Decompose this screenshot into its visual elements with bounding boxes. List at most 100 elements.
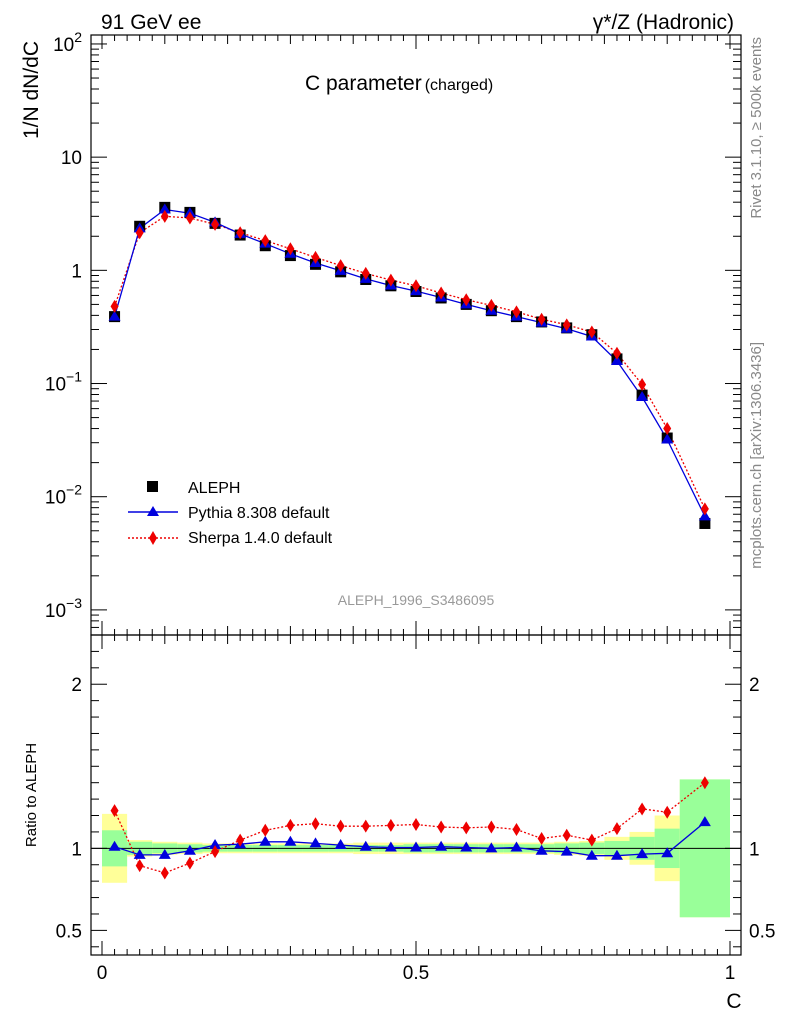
legend-entry-pythia: Pythia 8.308 default: [128, 505, 330, 522]
sherpa-ratio-point: [587, 833, 596, 847]
legend-label-aleph: ALEPH: [188, 480, 240, 497]
sherpa-point: [185, 211, 194, 225]
sherpa-ratio-point: [361, 819, 370, 833]
pythia-ratio-point: [209, 839, 222, 850]
sherpa-point: [261, 234, 270, 248]
header-channel-label: γ*/Z (Hadronic): [593, 11, 734, 34]
pythia-ratio-point: [108, 840, 121, 851]
legend-entry-sherpa: Sherpa 1.4.0 default: [128, 530, 333, 547]
y-tick-label: 10−2: [45, 482, 82, 509]
sherpa-ratio-point: [537, 831, 546, 845]
sherpa-ratio-point: [412, 818, 420, 832]
header-process-label: 91 GeV ee: [101, 11, 201, 34]
sherpa-point: [663, 422, 672, 436]
legend: ALEPH Pythia 8.308 default Sherpa 1.4.0 …: [128, 480, 333, 547]
pythia-ratio-point: [661, 847, 674, 858]
sherpa-point: [700, 502, 709, 516]
sherpa-point: [211, 217, 220, 231]
sherpa-point: [236, 226, 245, 240]
analysis-id-label: ALEPH_1996_S3486095: [338, 592, 495, 608]
sherpa-ratio-point: [261, 823, 270, 837]
sherpa-ratio-line: [114, 782, 706, 874]
pythia-ratio-point: [510, 841, 523, 852]
pythia-ratio-point: [133, 848, 146, 859]
sherpa-point: [311, 250, 320, 264]
pythia-ratio-point: [585, 849, 598, 860]
pythia-point: [158, 203, 171, 214]
sherpa-ratio-point: [160, 866, 169, 880]
y-tick-label: 1: [71, 261, 82, 282]
aleph-point: [699, 517, 711, 529]
pythia-ratio-point: [698, 816, 711, 827]
sherpa-point: [412, 279, 420, 293]
sherpa-point: [462, 293, 471, 307]
sherpa-ratio-point: [437, 820, 446, 834]
sherpa-point: [512, 305, 521, 319]
sherpa-point: [638, 378, 647, 392]
pythia-ratio-point: [284, 835, 297, 846]
x-tick-label: 0: [97, 963, 108, 984]
sherpa-point: [361, 266, 370, 280]
sherpa-point: [437, 286, 446, 300]
sherpa-ratio-point: [512, 822, 521, 836]
sherpa-point: [562, 318, 571, 332]
pythia-ratio-point: [435, 840, 448, 851]
pythia-ratio-point: [359, 840, 372, 851]
ratio-y-tick-label-right: 0.5: [749, 921, 775, 942]
sherpa-point: [110, 299, 119, 313]
sherpa-ratio-point: [562, 828, 571, 842]
ratio-y-tick-label-right: 2: [749, 675, 760, 696]
sherpa-point: [612, 346, 621, 360]
sherpa-ratio-point: [185, 856, 194, 870]
ratio-y-tick-label-left: 2: [71, 675, 82, 696]
ratio-plot-marks: [108, 776, 711, 880]
x-tick-label: 0.5: [403, 963, 429, 984]
y-tick-label: 10−3: [45, 595, 82, 622]
x-axis-label: C: [726, 990, 741, 1013]
pythia-ratio-point: [636, 848, 649, 859]
pythia-ratio-point: [410, 841, 422, 852]
legend-label-sherpa: Sherpa 1.4.0 default: [188, 530, 333, 547]
legend-entry-aleph: ALEPH: [147, 480, 240, 497]
sherpa-ratio-point: [700, 776, 709, 790]
pythia-point: [636, 391, 649, 402]
ratio-axis-label: Ratio to ALEPH: [23, 743, 40, 847]
pythia-point: [108, 310, 121, 321]
y-axis-label: 1/N dN/dC: [20, 41, 43, 139]
legend-marker-sherpa: [149, 531, 157, 545]
pythia-ratio-point: [560, 845, 573, 856]
pythia-ratio-point: [384, 841, 397, 852]
pythia-ratio-point: [183, 844, 196, 855]
sherpa-point: [587, 325, 596, 339]
pythia-point: [610, 355, 623, 366]
pythia-ratio-point: [535, 844, 548, 855]
sherpa-ratio-point: [663, 805, 672, 819]
sherpa-ratio-point: [135, 859, 144, 873]
sherpa-ratio-point: [286, 818, 295, 832]
pythia-ratio-point: [485, 842, 498, 853]
pythia-ratio-point: [259, 835, 272, 846]
pythia-ratio-point: [460, 841, 473, 852]
ratio-y-tick-label-right: 1: [749, 839, 760, 860]
sherpa-ratio-point: [110, 804, 119, 818]
sherpa-point: [487, 298, 496, 312]
rivet-version-label: Rivet 3.1.10, ≥ 500k events: [748, 37, 765, 219]
y-tick-label: 10: [61, 148, 82, 169]
pythia-point: [661, 433, 674, 444]
legend-marker-pythia: [147, 506, 159, 516]
legend-marker-aleph: [147, 481, 158, 492]
sherpa-point: [336, 259, 345, 273]
x-tick-label: 1: [725, 963, 736, 984]
sherpa-point: [386, 273, 395, 287]
sherpa-ratio-point: [638, 802, 647, 816]
pythia-ratio-point: [334, 839, 347, 850]
sherpa-ratio-point: [462, 821, 471, 835]
pythia-ratio-line: [114, 821, 706, 857]
sherpa-point: [160, 209, 169, 223]
sherpa-ratio-point: [612, 822, 621, 836]
ratio-y-tick-label-left: 1: [71, 839, 82, 860]
sherpa-ratio-point: [236, 833, 245, 847]
pythia-ratio-point: [309, 837, 322, 848]
ratio-y-tick-label-left: 0.5: [56, 921, 82, 942]
